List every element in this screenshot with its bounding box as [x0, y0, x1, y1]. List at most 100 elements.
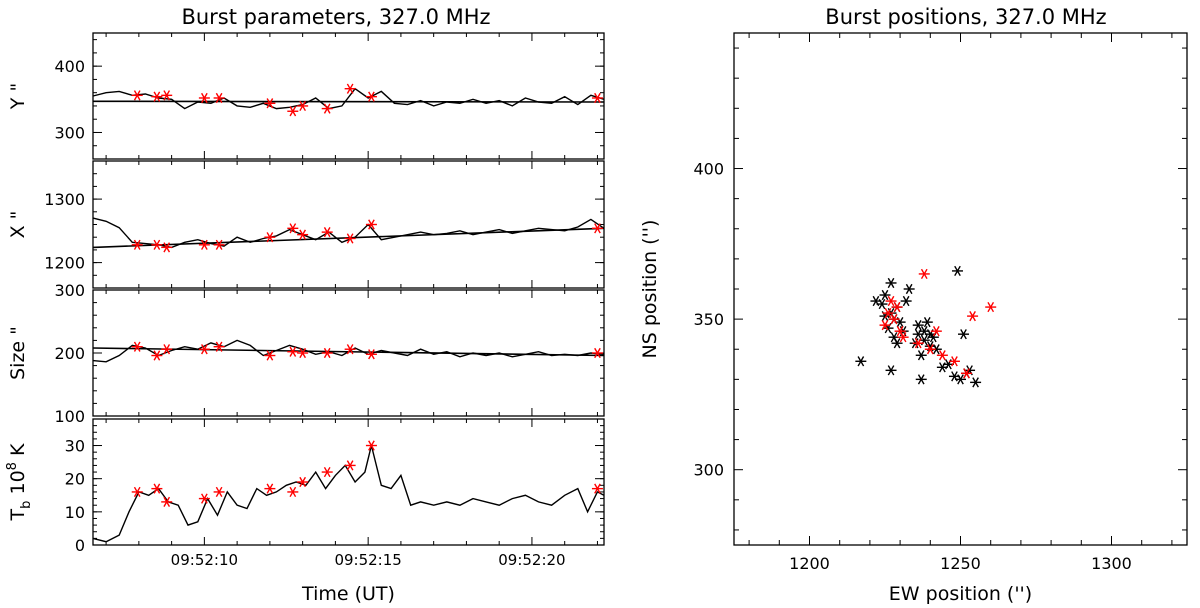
red-position-point: [948, 356, 960, 367]
size-red-point: [287, 346, 299, 357]
black-position-point: [885, 277, 897, 289]
size-red-point: [591, 347, 603, 359]
panel-tb: 0 10 20 30 Tb 108 K 09:52:10 09:52:15 09:52:20 T…: [5, 418, 605, 605]
ew-tick-label: 1250: [940, 554, 981, 573]
x-red-point: [131, 239, 143, 250]
y-ylabel: Y ": [7, 83, 29, 110]
x-red-point: [344, 233, 356, 244]
ew-tick-label: 1200: [789, 554, 830, 573]
tb-red-point: [161, 496, 173, 508]
black-position-point: [903, 283, 915, 295]
ns-tick-label: 300: [693, 461, 724, 480]
tb-red-point: [213, 486, 225, 498]
ns-ylabel: NS position (''): [639, 220, 661, 359]
black-position-point: [958, 329, 970, 340]
y-red-point: [321, 103, 333, 114]
black-position-point: [885, 365, 897, 376]
size-ytick-label: 100: [54, 407, 85, 426]
black-position-point: [951, 265, 963, 277]
y-red-point: [264, 98, 276, 109]
x-red-point: [151, 239, 163, 250]
time-tick-label: 09:52:15: [334, 551, 401, 569]
y-red-point: [161, 90, 173, 101]
x-red-point: [161, 242, 173, 253]
size-red-point: [297, 347, 309, 359]
x-ylabel: X ": [7, 211, 29, 239]
size-red-point: [151, 350, 163, 361]
size-red-point: [344, 344, 356, 355]
x-red-point: [321, 227, 333, 238]
tb-red-point: [344, 460, 356, 471]
x-ytick-label: 1200: [44, 254, 85, 273]
red-position-point: [918, 268, 930, 280]
tb-ytick-label: 30: [65, 437, 85, 456]
right-title: Burst positions, 327.0 MHz: [825, 5, 1106, 29]
y-red-point: [365, 91, 377, 102]
black-position-point: [915, 350, 927, 361]
size-red-point: [161, 344, 173, 355]
size-red-point: [131, 341, 143, 352]
size-red-point: [365, 349, 377, 360]
black-position-point: [912, 320, 924, 331]
positions-frame: [733, 32, 1188, 546]
ew-tick-label: 1300: [1091, 554, 1132, 573]
red-position-point: [882, 307, 894, 319]
black-position-point: [855, 356, 867, 367]
red-position-point: [936, 350, 948, 361]
x-ytick-label: 1300: [44, 190, 85, 209]
red-position-point: [885, 295, 897, 307]
time-tick-label: 09:52:10: [171, 551, 238, 569]
size-red-point: [198, 344, 210, 355]
y-red-point: [287, 106, 299, 117]
time-tick-label: 09:52:20: [498, 551, 565, 569]
red-position-point: [912, 338, 924, 349]
x-red-point: [264, 232, 276, 243]
tb-ylabel: Tb 108 K: [5, 443, 34, 521]
size-ytick-label: 200: [54, 344, 85, 363]
x-red-point: [213, 239, 225, 250]
y-fit-line: [92, 100, 605, 103]
y-red-point: [297, 100, 309, 112]
red-position-point: [924, 344, 936, 355]
tb-red-point: [264, 483, 276, 494]
y-red-point: [591, 92, 603, 104]
ns-tick-label: 350: [693, 310, 724, 329]
tb-frame: [92, 418, 605, 546]
black-position-point: [876, 298, 888, 310]
tb-red-point: [365, 440, 377, 451]
x-frame: [92, 160, 605, 289]
tb-ytick-label: 0: [75, 536, 85, 555]
y-red-point: [151, 91, 163, 102]
tb-ytick-label: 10: [65, 503, 85, 522]
red-position-point: [967, 310, 979, 322]
y-red-point: [344, 83, 356, 94]
ns-tick-label: 400: [693, 160, 724, 179]
red-position-point: [961, 368, 973, 379]
size-red-point: [213, 341, 225, 352]
y-ytick-label: 300: [54, 123, 85, 142]
tb-red-point: [591, 483, 603, 494]
size-red-point: [264, 350, 276, 361]
x-red-point: [365, 219, 377, 230]
red-position-point: [930, 326, 942, 337]
size-ytick-label: 300: [54, 281, 85, 300]
black-position-point: [879, 289, 891, 301]
y-red-point: [213, 92, 225, 104]
x-red-point: [591, 223, 603, 234]
black-position-point: [915, 374, 927, 385]
left-title: Burst parameters, 327.0 MHz: [181, 5, 490, 29]
panel-positions: 1200 1250 1300 300 350 400 EW position ('') NS …: [639, 32, 1188, 605]
black-position-point: [891, 338, 903, 349]
red-position-point: [888, 314, 900, 325]
red-position-point: [985, 301, 997, 313]
y-red-point: [198, 92, 210, 104]
black-position-point: [921, 317, 933, 328]
tb-red-point: [198, 493, 210, 504]
tb-red-point: [131, 486, 143, 498]
tb-red-point: [297, 476, 309, 488]
tb-red-point: [321, 466, 333, 478]
black-position-point: [970, 377, 982, 388]
size-ylabel: Size ": [7, 326, 29, 380]
black-position-point: [900, 295, 912, 307]
tb-ytick-label: 20: [65, 470, 85, 489]
